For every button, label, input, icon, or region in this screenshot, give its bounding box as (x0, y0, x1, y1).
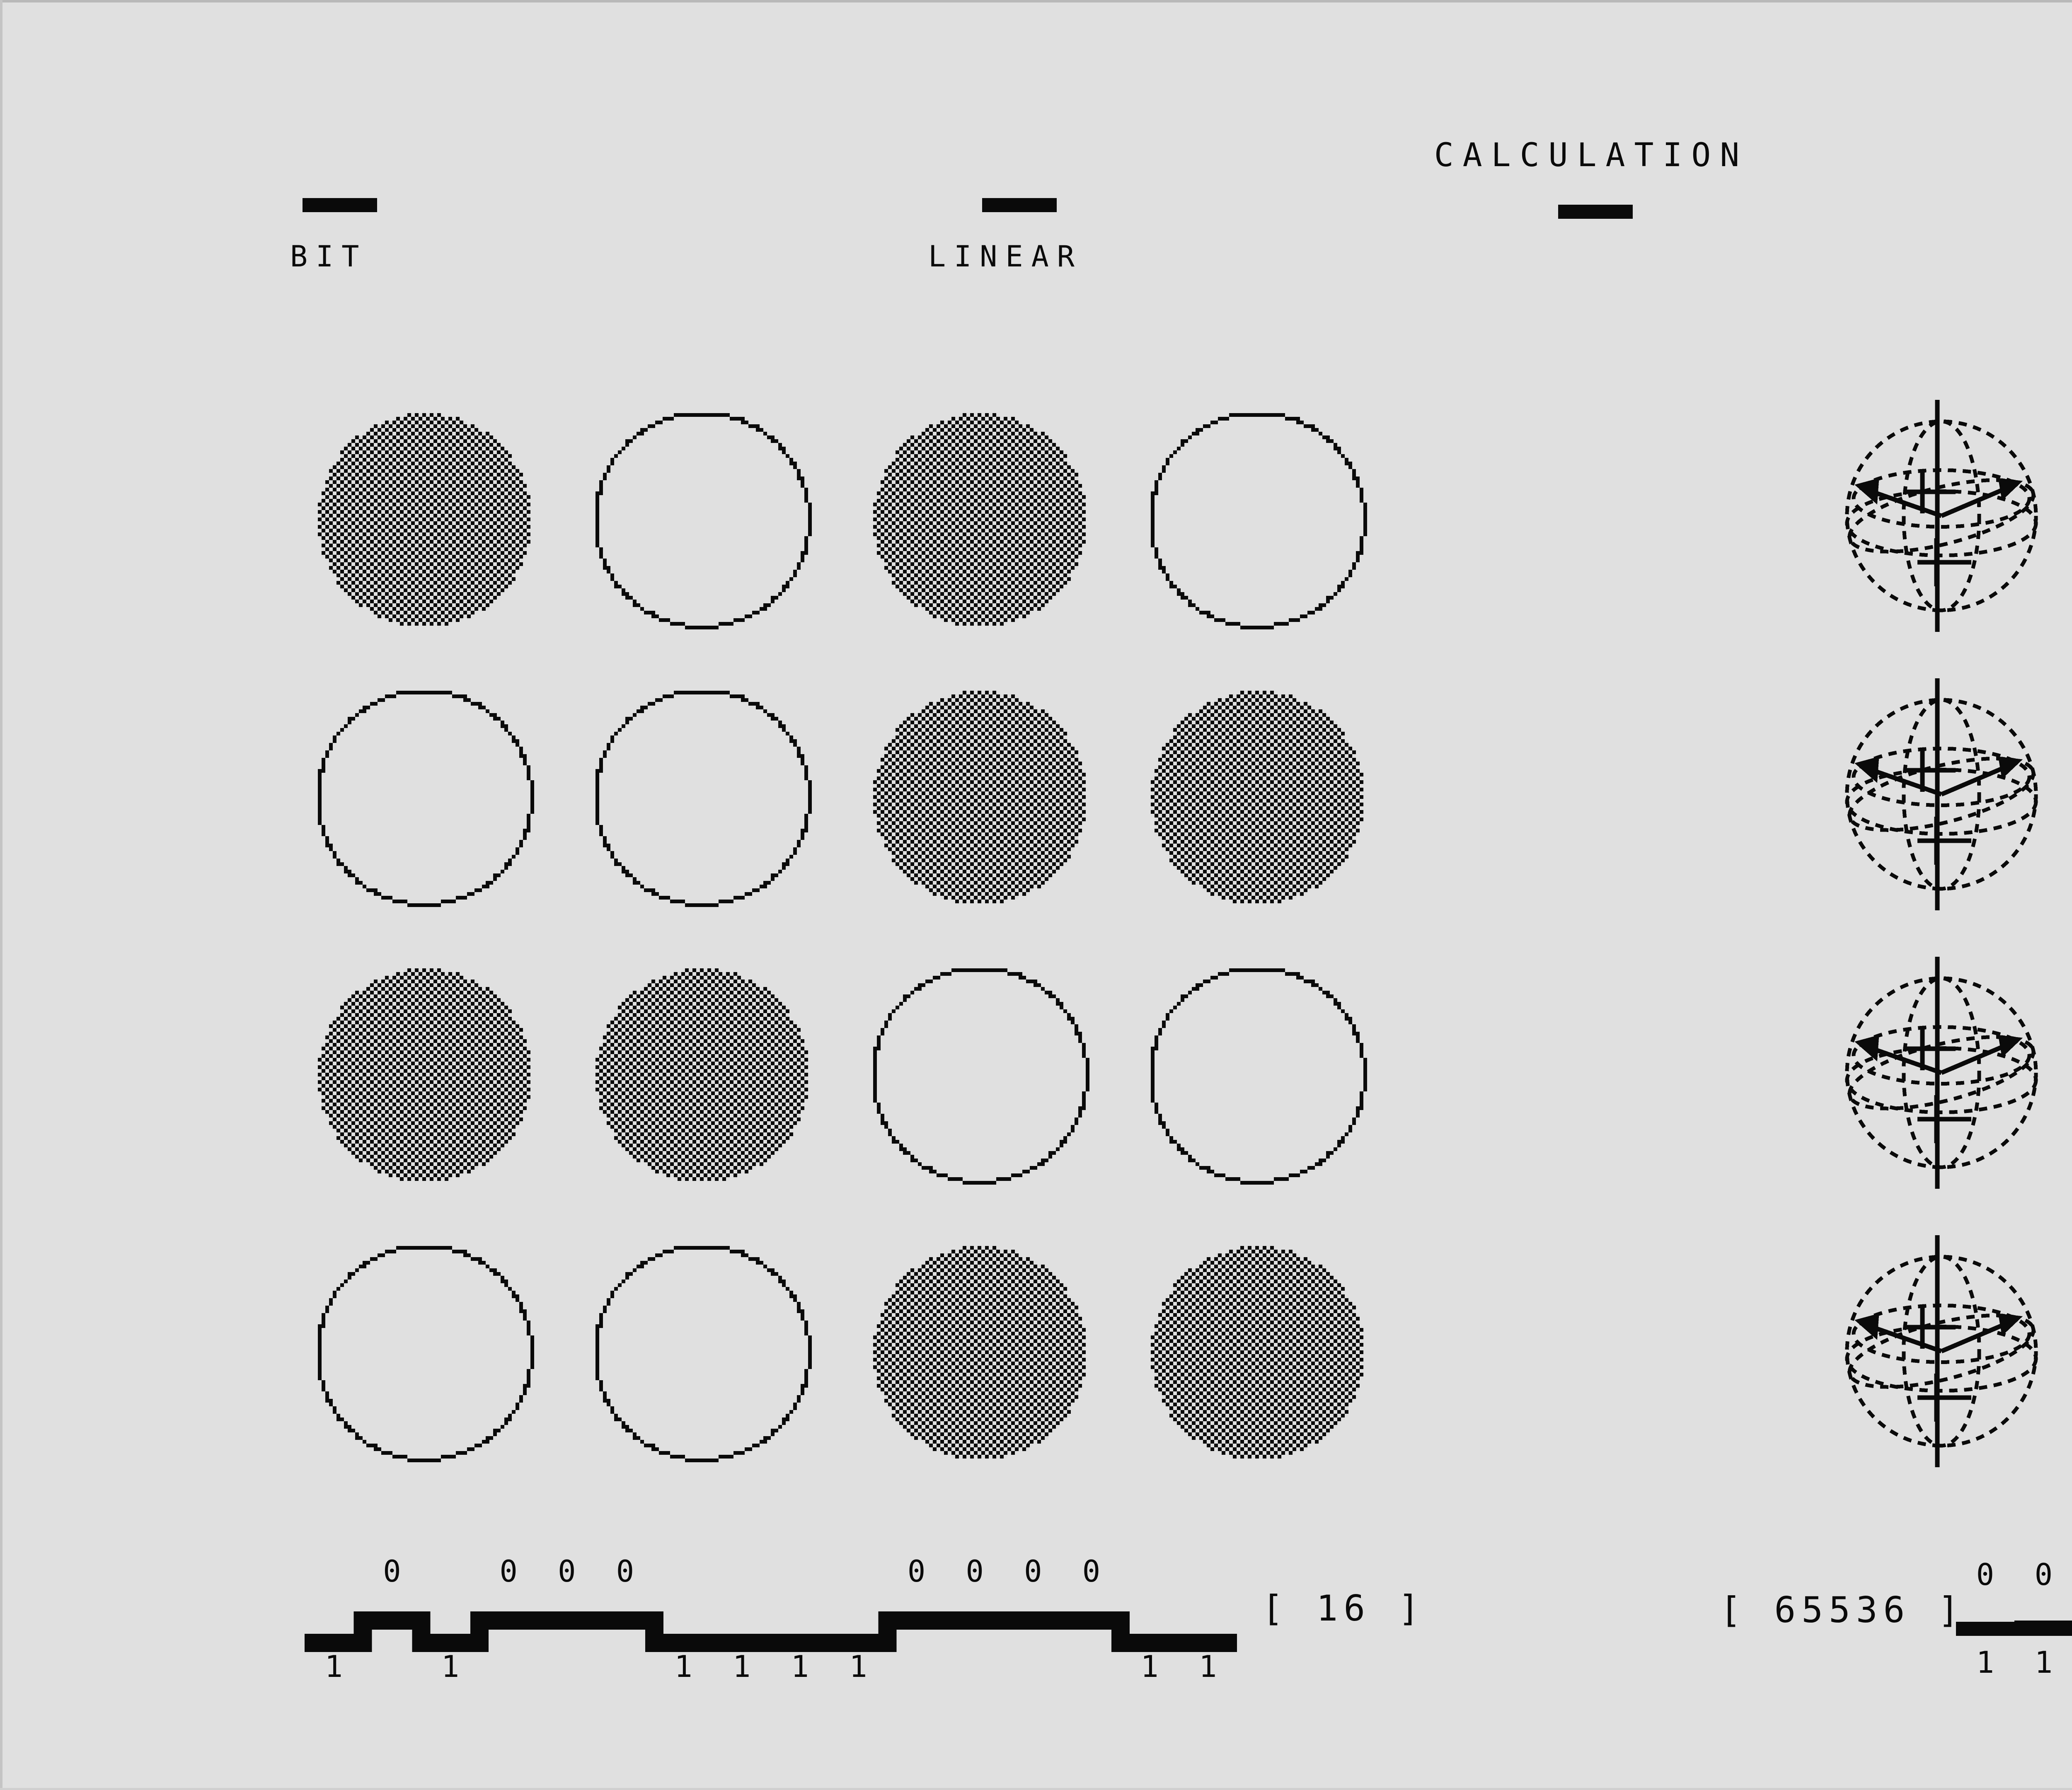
bit-digit: 1 (791, 1649, 809, 1684)
bloch-sphere-cell[interactable] (1823, 398, 2060, 634)
canvas-edge-top (0, 0, 2072, 2)
bit-cell-on[interactable] (307, 957, 543, 1193)
bit-cell-on[interactable] (1140, 1235, 1376, 1471)
bit-digit: 1 (1199, 1649, 1217, 1684)
bit-cell-off[interactable] (584, 402, 821, 638)
bloch-sphere-grid (1823, 398, 2072, 1475)
canvas-edge-left (0, 0, 2, 1790)
bit-digit: 0 (499, 1554, 518, 1589)
bit-cell-on[interactable] (862, 1235, 1098, 1471)
bloch-sphere-cell[interactable] (1823, 1233, 2060, 1469)
bit-digit: 0 (966, 1554, 984, 1589)
bit-one-labels: 1 1 1 1 1 1 1 1 (305, 1649, 1237, 1684)
page-title: CALCULATION (1434, 137, 1749, 174)
canvas-edge-bottom (0, 1788, 2072, 1790)
bit-cell-off[interactable] (584, 680, 821, 916)
bit-digit: 1 (1976, 1645, 1995, 1680)
bit-cell-off[interactable] (1140, 402, 1376, 638)
axis-label-bit: BIT (290, 239, 368, 273)
bit-cell-on[interactable] (584, 957, 821, 1193)
bit-cell-on[interactable] (1140, 680, 1376, 916)
bit-digit: 0 (1976, 1557, 1995, 1592)
bloch-sphere-cell[interactable] (1823, 955, 2060, 1191)
bit-state-count: [ 16 ] (1262, 1588, 1426, 1629)
bit-digit: 0 (1082, 1554, 1101, 1589)
bit-cell-off[interactable] (584, 1235, 821, 1471)
qubit-one-labels: 1111111111111111 (1956, 1645, 2072, 1680)
bit-cell-on[interactable] (862, 402, 1098, 638)
bit-digit: 1 (849, 1649, 867, 1684)
qubit-superposition-wave (1956, 1604, 2072, 1657)
axis-tick-linear (982, 198, 1057, 212)
axis-label-linear: LINEAR (928, 239, 1083, 273)
bit-digit: 1 (1140, 1649, 1159, 1684)
bit-digit: 1 (733, 1649, 751, 1684)
bit-square-wave (305, 1599, 1237, 1666)
bloch-sphere-cell[interactable] (1823, 676, 2060, 912)
bit-cell-on[interactable] (862, 680, 1098, 916)
bit-cell-off[interactable] (307, 680, 543, 916)
bit-digit: 0 (907, 1554, 926, 1589)
axis-tick-center (1558, 205, 1633, 219)
bit-digit: 1 (674, 1649, 692, 1684)
axis-tick-bit (303, 198, 377, 212)
bit-cell-on[interactable] (307, 402, 543, 638)
bit-digit: 0 (383, 1554, 401, 1589)
bit-digit: 1 (441, 1649, 460, 1684)
bit-circle-grid (307, 402, 1372, 1471)
bit-digit: 1 (2034, 1645, 2053, 1680)
bit-digit: 1 (324, 1649, 343, 1684)
bit-zero-labels: 0 0 0 0 0 0 0 0 (305, 1554, 1237, 1589)
bit-digit: 0 (1024, 1554, 1042, 1589)
bit-digit: 0 (616, 1554, 634, 1589)
bit-digit: 0 (558, 1554, 576, 1589)
bit-cell-off[interactable] (1140, 957, 1376, 1193)
bit-cell-off[interactable] (307, 1235, 543, 1471)
qubit-state-count: [ 65536 ] (1720, 1589, 1965, 1631)
qubit-zero-labels: 0000000000000000 (1956, 1557, 2072, 1592)
bit-cell-off[interactable] (862, 957, 1098, 1193)
bit-digit: 0 (2034, 1557, 2053, 1592)
